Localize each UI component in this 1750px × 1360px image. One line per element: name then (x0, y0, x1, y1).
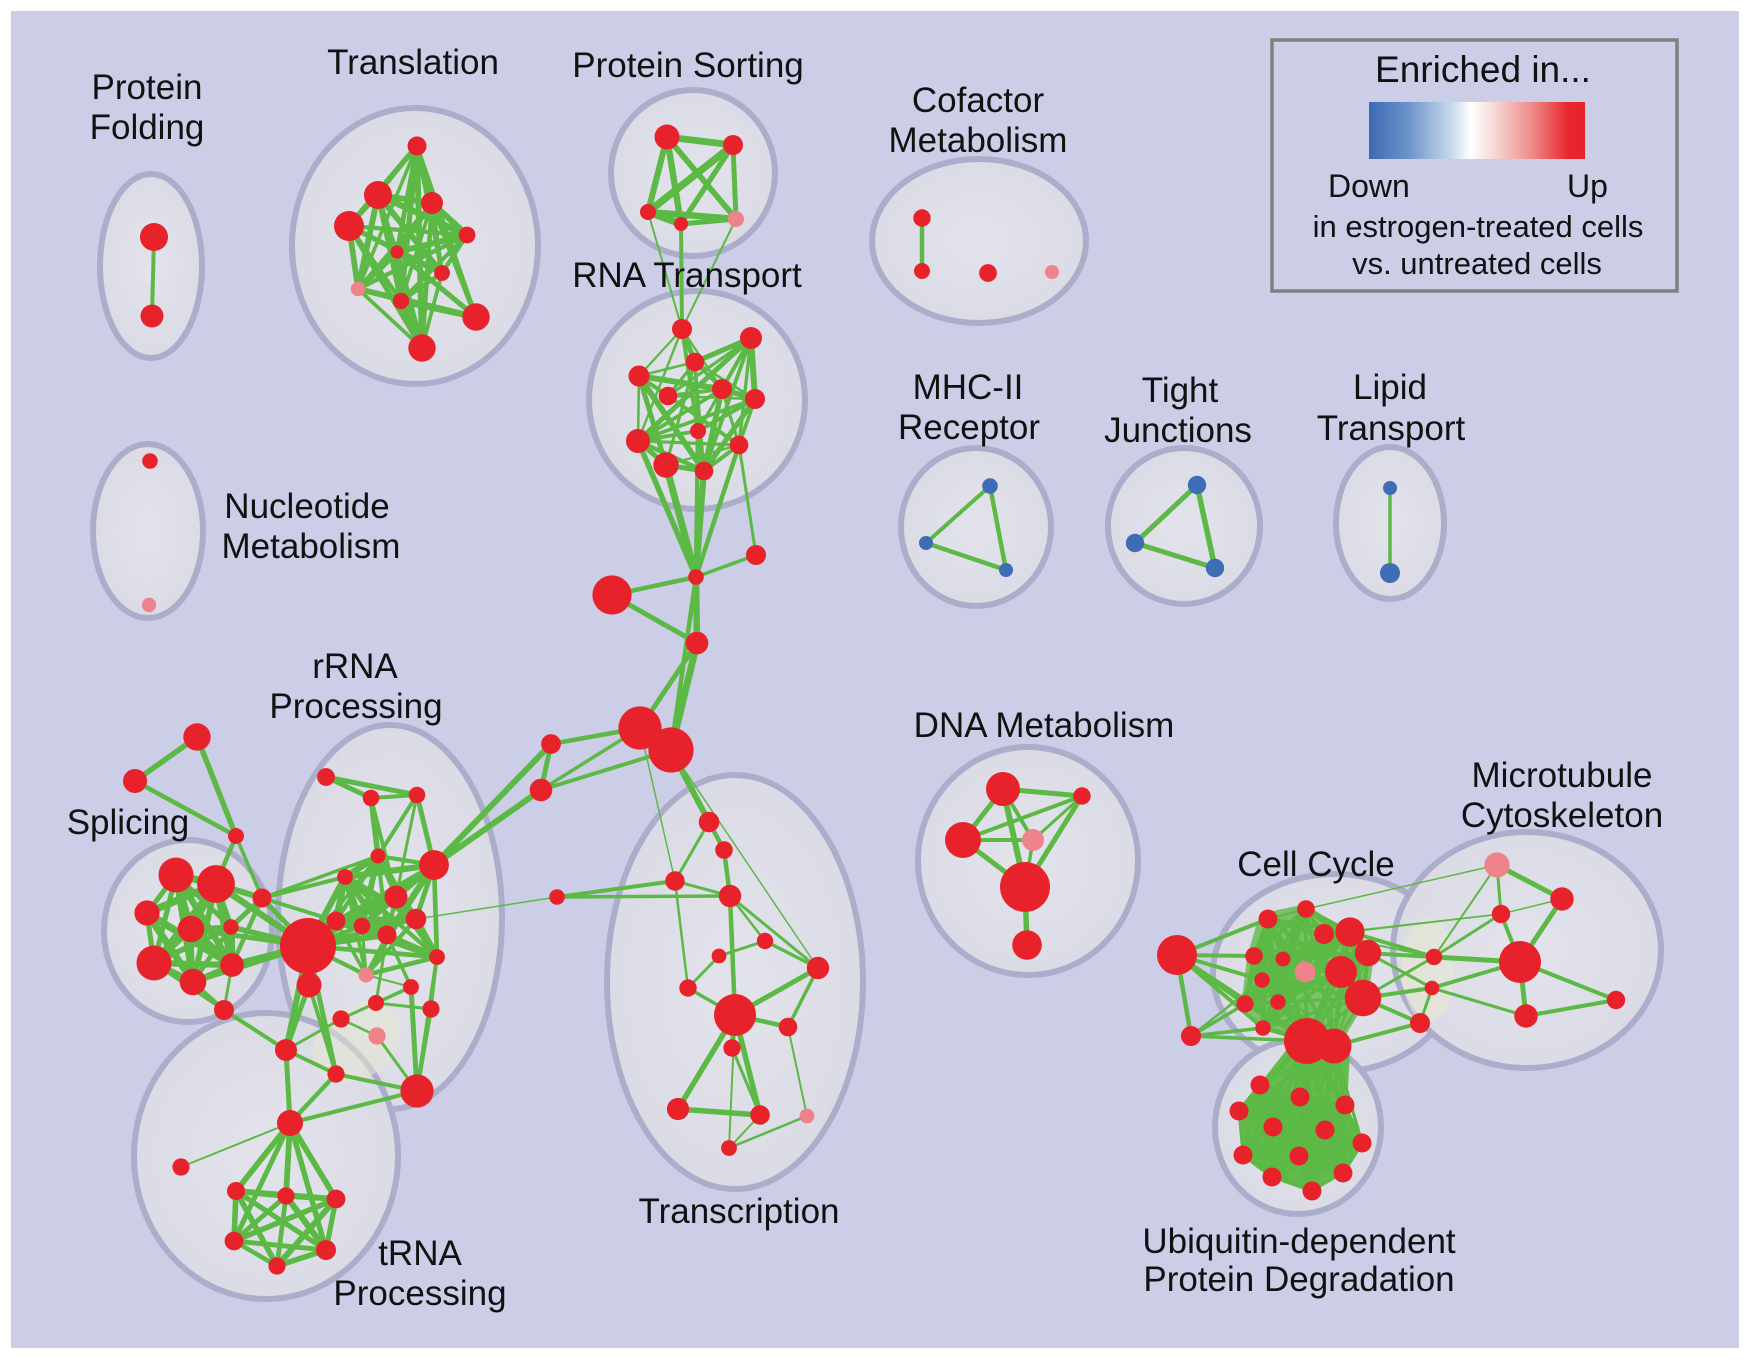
svg-text:vs. untreated cells: vs. untreated cells (1352, 246, 1602, 281)
svg-text:Protein: Protein (92, 68, 203, 107)
svg-text:Translation: Translation (327, 43, 499, 82)
svg-text:Metabolism: Metabolism (889, 121, 1068, 160)
svg-text:Splicing: Splicing (67, 803, 190, 842)
svg-text:tRNA: tRNA (378, 1234, 462, 1273)
svg-text:RNA Transport: RNA Transport (572, 256, 802, 295)
svg-text:Nucleotide: Nucleotide (224, 487, 389, 526)
svg-text:Processing: Processing (333, 1274, 506, 1313)
svg-text:Transport: Transport (1317, 409, 1466, 448)
svg-text:Processing: Processing (269, 687, 442, 726)
svg-text:Ubiquitin-dependent: Ubiquitin-dependent (1142, 1222, 1456, 1261)
svg-text:Up: Up (1567, 168, 1608, 204)
svg-text:Lipid: Lipid (1353, 368, 1427, 407)
svg-text:Cytoskeleton: Cytoskeleton (1461, 796, 1663, 835)
svg-text:Cofactor: Cofactor (912, 81, 1045, 120)
svg-text:rRNA: rRNA (312, 647, 398, 686)
svg-text:in estrogen-treated cells: in estrogen-treated cells (1313, 209, 1644, 244)
svg-text:Junctions: Junctions (1104, 411, 1252, 450)
svg-text:Protein Sorting: Protein Sorting (572, 46, 804, 85)
svg-text:Transcription: Transcription (639, 1192, 840, 1231)
svg-text:DNA Metabolism: DNA Metabolism (914, 706, 1175, 745)
svg-text:Folding: Folding (90, 108, 205, 147)
svg-text:Metabolism: Metabolism (222, 527, 401, 566)
svg-text:Protein Degradation: Protein Degradation (1143, 1260, 1454, 1299)
svg-text:Down: Down (1328, 168, 1410, 204)
svg-text:Tight: Tight (1142, 371, 1219, 410)
svg-text:Enriched in...: Enriched in... (1375, 49, 1591, 90)
svg-text:Receptor: Receptor (898, 408, 1040, 447)
svg-text:Microtubule: Microtubule (1472, 756, 1653, 795)
svg-text:MHC-II: MHC-II (913, 368, 1024, 407)
svg-text:Cell Cycle: Cell Cycle (1237, 845, 1395, 884)
